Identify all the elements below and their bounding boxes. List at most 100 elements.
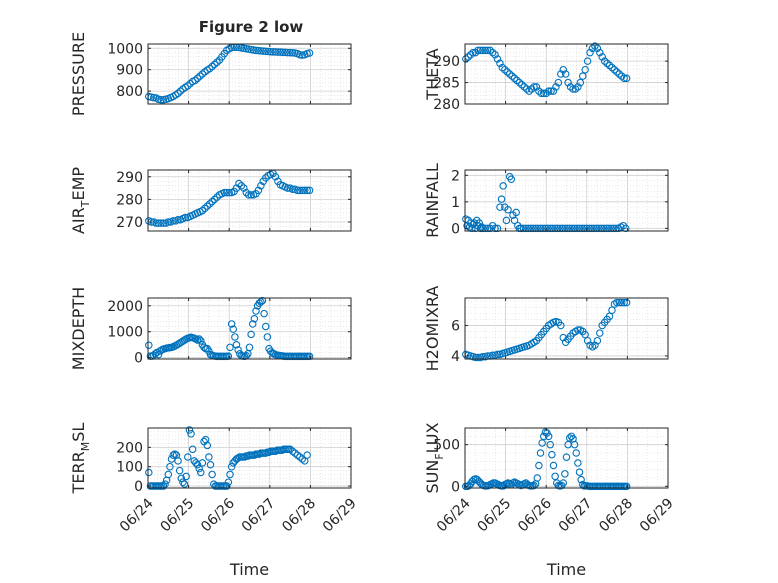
data-point <box>593 44 602 53</box>
data-point <box>573 224 581 233</box>
data-point <box>231 333 239 341</box>
data-point <box>298 186 307 195</box>
data-point <box>486 46 494 55</box>
y-tick-label: 290 <box>116 170 143 186</box>
data-point <box>145 468 153 477</box>
data-point <box>274 48 282 56</box>
data-point <box>622 224 630 233</box>
data-point <box>587 224 596 233</box>
data-point <box>527 85 536 93</box>
data-point <box>561 224 569 233</box>
data-point <box>502 216 511 225</box>
data-point <box>536 449 545 457</box>
data-point <box>576 78 585 87</box>
y-tick-label: 0 <box>134 479 143 495</box>
data-point <box>586 48 594 57</box>
data-point <box>591 42 599 50</box>
data-point <box>193 74 202 83</box>
data-point <box>604 224 613 233</box>
data-point <box>182 472 190 481</box>
data-point <box>510 74 519 83</box>
data-point <box>474 46 482 55</box>
data-point <box>474 353 482 362</box>
data-point <box>559 479 567 487</box>
data-series <box>462 298 631 362</box>
data-point <box>578 72 587 80</box>
data-point <box>559 65 567 74</box>
subplot-6: 4 6 H2OMIXRA <box>423 286 669 371</box>
data-point <box>249 320 257 328</box>
data-point <box>537 89 546 98</box>
data-point <box>497 195 506 203</box>
x-tick-label: 06/27 <box>239 495 279 535</box>
y-axis-label: TERRMSL <box>69 423 92 495</box>
data-point <box>210 195 219 204</box>
data-point <box>557 321 565 330</box>
data-point <box>566 83 575 91</box>
data-point <box>205 200 214 208</box>
data-point <box>476 224 485 233</box>
data-point <box>475 219 483 227</box>
data-point <box>583 57 592 65</box>
data-point <box>600 57 609 65</box>
data-point <box>179 478 187 486</box>
axes-frame <box>464 427 669 489</box>
subplot-1: 800 900 1000 PRESSURE <box>69 32 352 116</box>
data-point <box>491 224 499 233</box>
data-point <box>570 224 579 233</box>
data-point <box>226 343 234 352</box>
data-point <box>565 224 574 233</box>
data-point <box>259 47 268 55</box>
data-point <box>479 224 487 233</box>
y-tick-label: 2000 <box>107 299 143 315</box>
y-tick-label: 900 <box>116 63 143 79</box>
data-point <box>296 453 304 461</box>
data-series <box>145 169 314 227</box>
data-point <box>527 224 535 233</box>
data-point <box>499 182 507 190</box>
data-point <box>503 68 511 76</box>
data-point <box>515 78 524 87</box>
y-axis-label: RAINFALL <box>423 163 442 238</box>
data-point <box>617 298 626 307</box>
data-point <box>504 206 512 214</box>
data-point <box>171 450 179 458</box>
subplot-5: 0 1000 2000 MIXDEPTH <box>69 287 352 370</box>
data-point <box>226 470 234 479</box>
data-point <box>258 296 267 305</box>
data-point <box>557 70 565 78</box>
data-point <box>254 46 263 55</box>
x-tick-label: 06/25 <box>158 495 198 535</box>
data-point <box>471 48 480 57</box>
y-tick-label: 285 <box>433 76 460 92</box>
x-tick-label: 06/26 <box>198 495 238 535</box>
y-tick-label: 0 <box>451 221 460 237</box>
y-axis-label: MIXDEPTH <box>69 287 88 370</box>
data-point <box>271 48 280 56</box>
axes-frame <box>464 43 669 105</box>
data-point <box>250 315 259 323</box>
data-point <box>600 224 608 233</box>
data-point <box>519 224 528 233</box>
data-point <box>174 457 182 465</box>
data-point <box>505 70 514 78</box>
x-tick-label: 06/25 <box>475 495 515 535</box>
data-point <box>293 186 302 195</box>
data-point <box>157 95 165 104</box>
data-point <box>261 47 270 56</box>
data-point <box>185 426 194 434</box>
subplot-8: 0 500 06/24 06/25 06/26 06/27 06/28 06/29 Time SU… <box>423 422 677 579</box>
data-point <box>195 464 203 473</box>
data-point <box>620 74 628 83</box>
data-point <box>195 335 203 343</box>
data-point <box>520 83 529 91</box>
data-point <box>187 430 195 438</box>
data-point <box>261 322 270 331</box>
data-point <box>247 191 255 199</box>
data-point <box>208 197 216 206</box>
data-point <box>235 179 243 188</box>
data-point <box>540 89 548 98</box>
data-point <box>617 72 626 80</box>
data-point <box>261 174 270 182</box>
